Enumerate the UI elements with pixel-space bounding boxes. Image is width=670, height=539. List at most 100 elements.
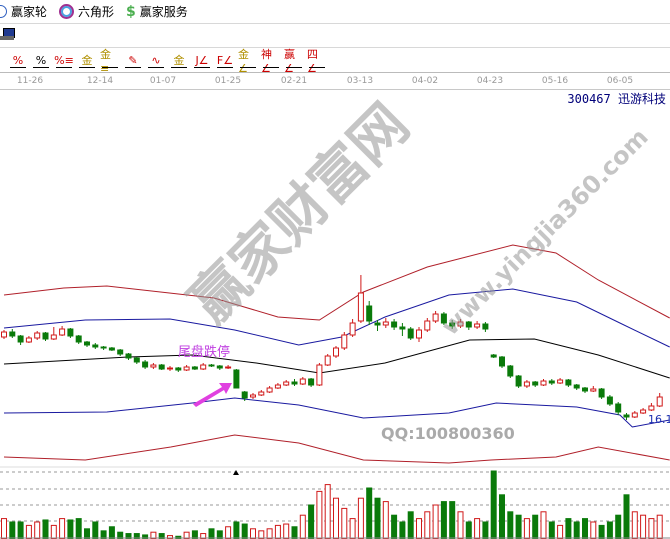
candle-down — [67, 328, 74, 337]
toolbar-item-hexagon[interactable]: 六角形 — [59, 3, 114, 20]
toolbar-item-wheel[interactable]: 赢家轮 — [0, 3, 47, 20]
candle-up — [357, 292, 364, 322]
volume-bar-down — [598, 524, 605, 539]
candle-up — [274, 384, 281, 389]
volume-bar-down — [582, 518, 588, 539]
icon-glyph: F∠ — [216, 53, 234, 67]
date-tick: 06-05 — [606, 76, 634, 86]
date-tick: 01-07 — [149, 76, 177, 86]
volume-bar-up — [457, 511, 464, 539]
toolbar-item-service[interactable]: $ 赢家服务 — [126, 3, 188, 20]
candle-down — [548, 380, 555, 384]
volume-bar-down — [623, 494, 630, 539]
volume-bar-up — [656, 514, 663, 539]
volume-bar-down — [374, 497, 381, 539]
volume-bar-up — [324, 484, 331, 539]
candle-up — [34, 332, 41, 339]
volume-bar-down — [17, 521, 24, 539]
secondary-toolbar — [0, 24, 670, 48]
candle-down — [573, 384, 580, 389]
icon-glyph: 神∠ — [261, 47, 272, 75]
volume-bar-up — [432, 504, 439, 539]
band-lower-outer — [3, 434, 670, 464]
percent-icon[interactable]: % — [31, 51, 51, 69]
volume-bar-up — [258, 530, 265, 539]
volume-bar-down — [233, 521, 240, 539]
volume-bar-down — [515, 514, 522, 539]
volume-bar-up — [424, 511, 431, 539]
volume-bar-up — [648, 518, 655, 539]
gold-angle-icon[interactable]: 金∠ — [238, 48, 258, 75]
gold-underline-icon[interactable]: 金 — [169, 51, 189, 69]
pen-icon[interactable]: ✎ — [123, 51, 143, 69]
shen-angle-icon[interactable]: 神∠ — [261, 48, 281, 75]
volume-bar-down — [308, 504, 315, 539]
candle-down — [490, 354, 497, 358]
candle-down — [9, 331, 16, 337]
si-angle-icon[interactable]: 四∠ — [307, 48, 327, 75]
volume-bar-down — [507, 511, 514, 539]
candle-up — [333, 347, 339, 357]
candle-up — [656, 396, 663, 407]
icon-glyph: ∿ — [151, 53, 161, 67]
f-angle-icon[interactable]: F∠ — [215, 51, 235, 69]
volume-bar-down — [42, 519, 49, 539]
gold-lines-icon[interactable]: 金≡ — [100, 48, 120, 75]
candle-up — [150, 364, 157, 368]
toolbar-item-label: 六角形 — [78, 5, 115, 19]
wave-icon[interactable]: ∿ — [146, 51, 166, 69]
candle-down — [606, 396, 613, 405]
volume-bar-down — [100, 530, 107, 539]
top-toolbar: 赢家轮 六角形 $ 赢家服务 — [0, 0, 670, 24]
toolbar-item-label: 赢家服务 — [139, 5, 188, 19]
volume-bar-down — [499, 494, 505, 539]
volume-bar-up — [1, 518, 7, 539]
candle-up — [250, 394, 256, 398]
volume-bar-down — [291, 526, 298, 539]
candle-down — [108, 347, 115, 351]
volume-bar-up — [283, 523, 290, 539]
volume-bar-down — [615, 514, 622, 539]
candle-up — [200, 364, 207, 370]
volume-bar-up — [349, 518, 356, 539]
volume-bar-down — [366, 487, 373, 539]
candle-up — [474, 323, 481, 328]
volume-bar-up — [266, 528, 273, 539]
stock-code: 300467 — [567, 92, 611, 106]
candle-up — [416, 329, 422, 339]
volume-bar-up — [25, 524, 32, 539]
candle-down — [125, 353, 132, 359]
volume-bar-up — [59, 518, 66, 539]
percent-lines-icon[interactable]: %≡ — [54, 51, 74, 69]
volume-bar-down — [391, 514, 398, 539]
candle-down — [598, 388, 605, 398]
volume-bar-up — [474, 518, 481, 539]
candle-up — [631, 412, 638, 418]
j-angle-icon[interactable]: J∠ — [192, 51, 212, 69]
ying-angle-icon[interactable]: 赢∠ — [284, 48, 304, 75]
candle-down — [92, 344, 99, 348]
volume-bar-up — [150, 531, 157, 539]
candle-up — [557, 379, 564, 384]
candle-up — [258, 391, 265, 396]
icon-glyph: 金≡ — [100, 47, 111, 75]
date-tick: 01-25 — [214, 76, 242, 86]
volume-bar-down — [573, 521, 580, 539]
stock-title: 300467 迅游科技 — [567, 90, 666, 107]
candle-down — [623, 414, 630, 418]
icon-glyph: 金 — [81, 54, 93, 67]
candle-up — [225, 366, 232, 369]
volume-bar-down — [241, 523, 248, 539]
candle-down — [75, 335, 82, 343]
volume-bar-up — [382, 501, 389, 539]
computer-icon[interactable] — [0, 28, 15, 42]
gold-circle-icon[interactable]: 金 — [77, 51, 97, 69]
volume-bar-down — [565, 518, 572, 539]
candle-down — [391, 321, 398, 328]
volume-bar-up — [341, 507, 348, 539]
icon-glyph: 金∠ — [238, 47, 249, 75]
icon-glyph: ✎ — [128, 53, 138, 67]
percent-slash-icon[interactable]: % — [8, 51, 28, 69]
last-price-label: 16.1 — [648, 413, 670, 426]
